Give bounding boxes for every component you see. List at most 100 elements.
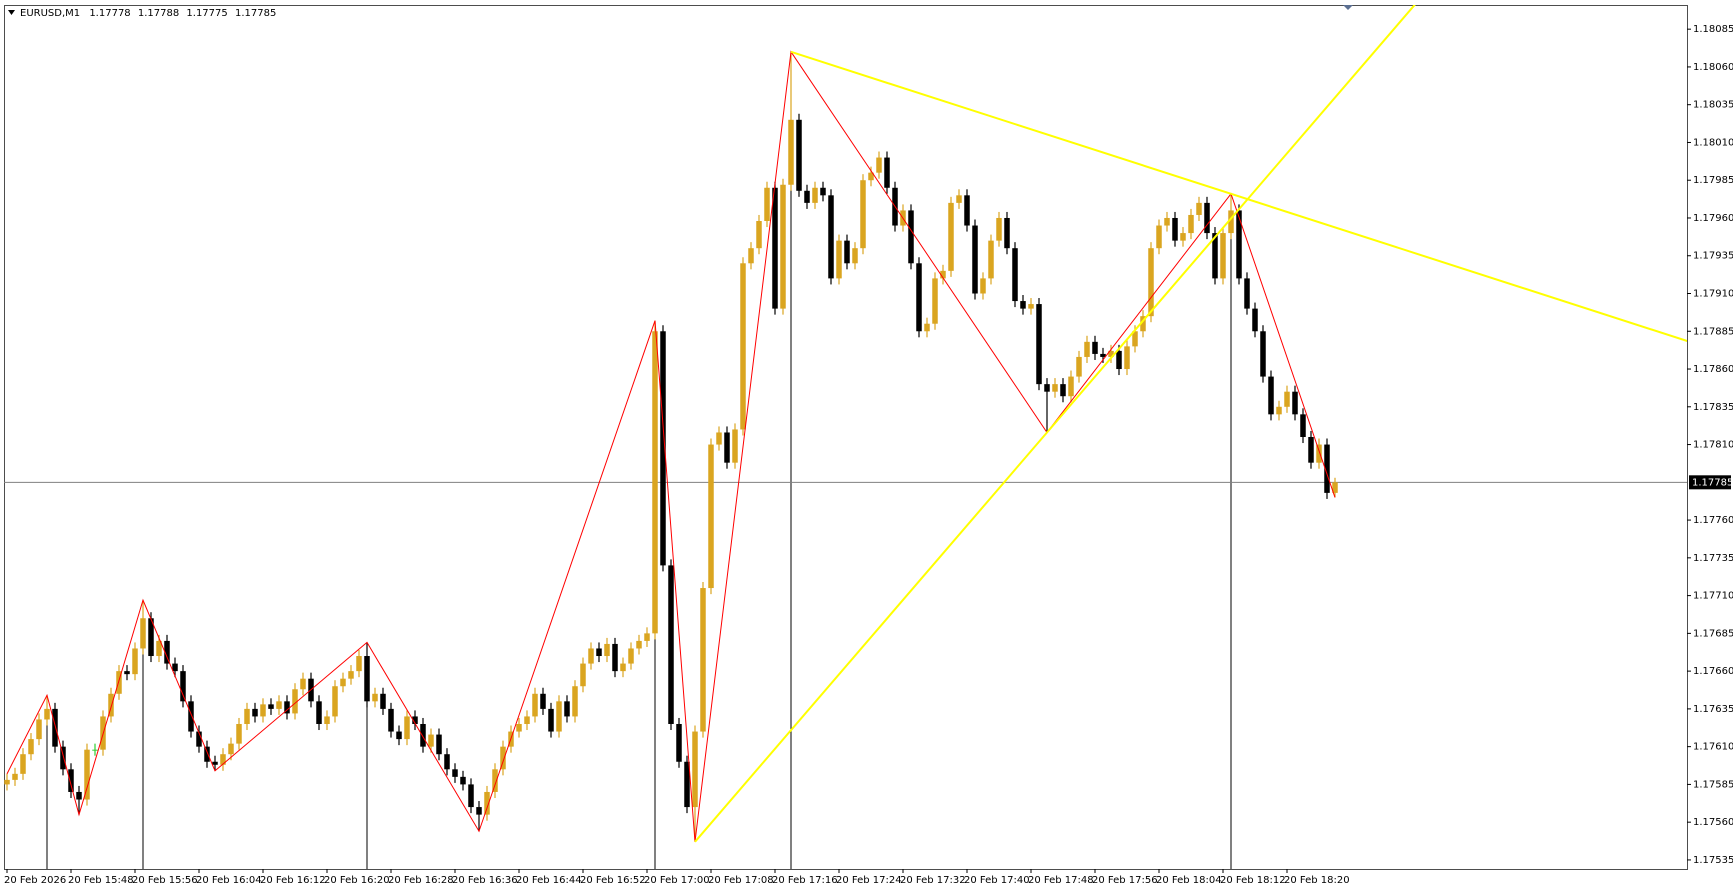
x-tick-label: 20 Feb 18:20 (1284, 875, 1350, 886)
candle-body (396, 731, 402, 740)
candle-body (340, 678, 346, 687)
candle-body (1148, 248, 1154, 317)
candle-body (868, 172, 874, 181)
candle-body (188, 701, 194, 732)
x-tick-label: 20 Feb 16:20 (324, 875, 390, 886)
candle-body (28, 739, 34, 755)
y-tick-label: 1.17985 (1693, 175, 1733, 186)
x-tick-label: 20 Feb 17:24 (836, 875, 902, 886)
y-tick-label: 1.17935 (1693, 251, 1733, 262)
candle-body (300, 678, 306, 690)
y-tick-label: 1.17635 (1693, 704, 1733, 715)
candle-body (948, 202, 954, 271)
price-box (1689, 475, 1731, 490)
candle-body (876, 157, 882, 173)
x-tick-label: 20 Feb 16:04 (196, 875, 262, 886)
y-tick-label: 1.17760 (1693, 515, 1733, 526)
candle-body (1164, 217, 1170, 226)
y-tick-label: 1.17960 (1693, 213, 1733, 224)
candle-body (660, 331, 666, 566)
candle-body (1180, 233, 1186, 241)
y-tick-label: 1.17910 (1693, 289, 1733, 300)
candle-body (260, 704, 266, 717)
candle-body (444, 754, 450, 770)
candle-body (1236, 210, 1242, 279)
trendline (790, 50, 1687, 343)
candle-body (500, 746, 506, 770)
x-tick-label: 20 Feb 16:36 (452, 875, 518, 886)
candle-body (1252, 308, 1258, 332)
candle-body (1052, 384, 1058, 392)
candle-body (412, 716, 418, 724)
candle-body (588, 648, 594, 664)
candle-body (428, 734, 434, 747)
candle-body (348, 671, 354, 679)
last-high: 1.17788 (138, 8, 179, 19)
candle-body (548, 708, 554, 732)
x-tick-label: 20 Feb 18:12 (1220, 875, 1286, 886)
candle-body (228, 743, 234, 755)
candle-body (604, 643, 610, 657)
candle-body (1220, 233, 1226, 279)
candle-body (924, 323, 930, 332)
candle-body (132, 648, 138, 675)
candle-body (116, 671, 122, 694)
candle-body (828, 195, 834, 279)
candle-body (708, 444, 714, 589)
candle-body (1100, 353, 1106, 357)
candle-body (20, 754, 26, 774)
candle-body (676, 723, 682, 762)
x-tick-label: 20 Feb 17:00 (644, 875, 710, 886)
candle-body (492, 769, 498, 792)
shift-marker (1343, 5, 1353, 10)
candle-body (148, 618, 154, 657)
candle-body (1140, 316, 1146, 332)
candle-body (452, 769, 458, 777)
candle-body (460, 776, 466, 785)
candle-body (524, 716, 530, 724)
candle-body (1116, 350, 1122, 370)
candle-body (1084, 341, 1090, 357)
y-tick-label: 1.17660 (1693, 666, 1733, 677)
candle-body (388, 708, 394, 732)
menu-triangle[interactable] (8, 10, 15, 15)
candle-body (124, 671, 130, 675)
candle-body (1012, 248, 1018, 302)
y-tick-label: 1.17885 (1693, 326, 1733, 337)
candle-body (164, 640, 170, 664)
candle-body (1332, 482, 1338, 493)
candle-body (916, 263, 922, 332)
candle-body (44, 708, 50, 720)
candle-body (52, 708, 58, 747)
candle-body (860, 180, 866, 249)
candle-body (636, 640, 642, 649)
candle-body (276, 701, 282, 709)
candle-body (1284, 391, 1290, 407)
candle-body (1228, 210, 1234, 234)
x-tick-label: 20 Feb 16:12 (260, 875, 326, 886)
candle-body (628, 648, 634, 664)
candle-body (84, 749, 90, 800)
candle-body (572, 686, 578, 717)
x-tick-label: 20 Feb 18:04 (1156, 875, 1222, 886)
y-tick-label: 1.18010 (1693, 137, 1733, 148)
candle-body (932, 278, 938, 324)
x-tick-label: 20 Feb 17:48 (1028, 875, 1094, 886)
candle-body (580, 663, 586, 687)
candle-body (1300, 414, 1306, 437)
candle-body (1188, 214, 1194, 234)
candle-body (484, 791, 490, 815)
candle-body (644, 633, 650, 641)
candle-body (92, 749, 98, 751)
candle-body (244, 708, 250, 724)
candle-body (812, 187, 818, 203)
candle-body (796, 119, 802, 191)
candle-body (1196, 202, 1202, 215)
candle-body (372, 693, 378, 702)
candle-body (996, 217, 1002, 241)
candle-body (292, 689, 298, 714)
candle-body (420, 723, 426, 747)
y-tick-label: 1.17710 (1693, 591, 1733, 602)
x-tick-label: 20 Feb 17:32 (900, 875, 966, 886)
candle-body (1044, 384, 1050, 392)
